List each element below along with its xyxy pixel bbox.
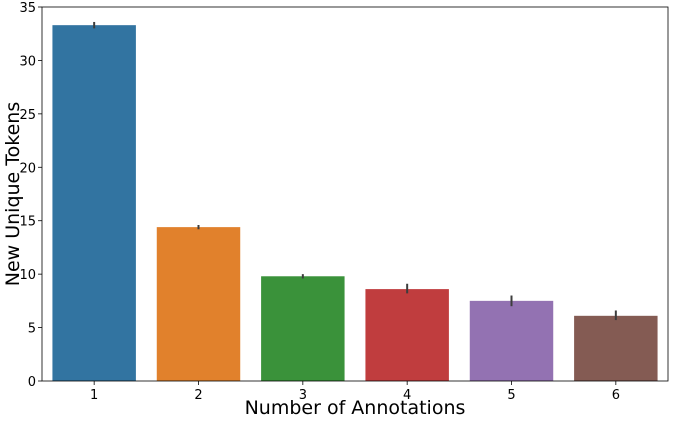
x-tick-label-5: 5 <box>507 388 515 403</box>
x-tick-label-2: 2 <box>194 388 202 403</box>
x-tick-label-6: 6 <box>612 388 620 403</box>
x-tick-label-1: 1 <box>90 388 98 403</box>
x-tick-label-3: 3 <box>299 388 307 403</box>
y-axis: 0 5 10 15 20 25 30 35 <box>19 1 42 390</box>
y-tick-label-35: 35 <box>19 1 36 16</box>
plot-frame <box>41 6 669 382</box>
bar-5 <box>469 300 554 381</box>
y-tick-label-20: 20 <box>19 161 36 176</box>
bars-group <box>52 25 658 382</box>
x-axis-label: Number of Annotations <box>245 397 466 419</box>
bar-1 <box>52 25 136 382</box>
y-tick-label-0: 0 <box>28 375 36 390</box>
bar-6 <box>574 315 658 381</box>
y-tick-label-5: 5 <box>28 322 36 337</box>
y-tick-label-15: 15 <box>19 215 36 230</box>
bar-2 <box>156 227 241 381</box>
x-axis: 1 2 3 4 5 6 <box>90 381 620 403</box>
y-tick-label-25: 25 <box>19 108 36 123</box>
error-bars-group <box>93 21 617 321</box>
bar-4 <box>365 289 449 381</box>
bar-3 <box>261 276 345 381</box>
x-tick-label-4: 4 <box>403 388 411 403</box>
y-axis-label: New Unique Tokens <box>2 102 24 287</box>
y-tick-label-30: 30 <box>19 54 36 69</box>
y-tick-label-10: 10 <box>19 268 36 283</box>
